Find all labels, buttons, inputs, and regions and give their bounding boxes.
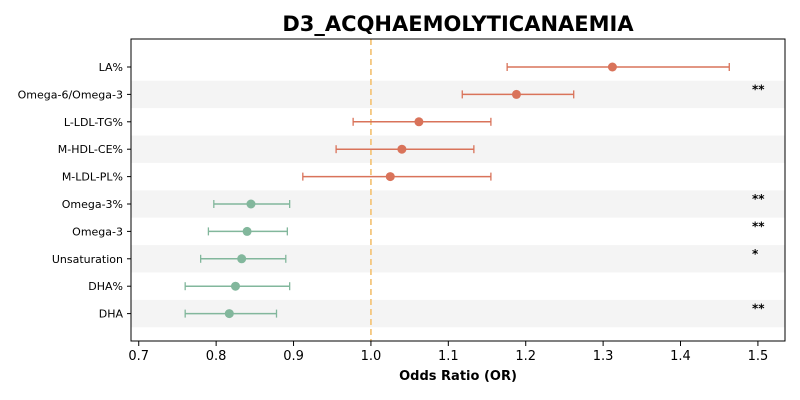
significance-marker: * bbox=[752, 247, 759, 261]
significance-marker: ** bbox=[752, 302, 765, 316]
significance-marker: ** bbox=[752, 192, 765, 206]
x-tick-label: 1.2 bbox=[515, 349, 536, 364]
or-point bbox=[385, 172, 395, 182]
forest-row: ** bbox=[461, 82, 765, 99]
or-point bbox=[230, 281, 240, 291]
y-tick-label: DHA% bbox=[88, 280, 123, 293]
forest-row: ** bbox=[207, 219, 765, 236]
significance-marker: ** bbox=[752, 82, 765, 96]
y-tick-label: L-LDL-TG% bbox=[64, 116, 123, 129]
or-point bbox=[607, 62, 617, 72]
significance-marker: ** bbox=[752, 219, 765, 233]
x-tick-label: 1.5 bbox=[748, 349, 769, 364]
forest-row bbox=[302, 172, 492, 182]
forest-row: ** bbox=[213, 192, 765, 209]
or-point bbox=[224, 309, 234, 319]
row-stripe bbox=[131, 80, 785, 109]
plot-frame bbox=[130, 38, 786, 342]
data-rows: ********* bbox=[184, 62, 765, 319]
forest-row bbox=[184, 281, 291, 291]
y-axis: LA% Omega-6/Omega-3 L-LDL-TG% M-HDL-CE% M-LD… bbox=[18, 61, 131, 321]
x-axis: 0.7 0.8 0.9 1.0 1.1 1.2 1.3 1.4 1.5 bbox=[128, 341, 768, 364]
x-tick-label: 0.9 bbox=[283, 349, 304, 364]
or-point bbox=[397, 144, 407, 154]
x-tick-label: 0.8 bbox=[206, 349, 227, 364]
chart-title: D3_ACQHAEMOLYTICANAEMIA bbox=[282, 12, 634, 36]
y-tick-label: DHA bbox=[99, 308, 124, 321]
or-point bbox=[414, 117, 424, 127]
y-tick-label: Omega-3 bbox=[72, 225, 123, 238]
or-point bbox=[237, 254, 247, 264]
y-tick-label: Unsaturation bbox=[52, 253, 123, 266]
forest-row: * bbox=[200, 247, 759, 264]
forest-row: ** bbox=[184, 302, 765, 319]
y-tick-label: Omega-6/Omega-3 bbox=[18, 88, 123, 101]
x-tick-label: 1.1 bbox=[438, 349, 459, 364]
forest-row bbox=[506, 62, 730, 72]
x-tick-label: 0.7 bbox=[128, 349, 149, 364]
y-tick-label: M-LDL-PL% bbox=[62, 171, 123, 184]
y-tick-label: LA% bbox=[99, 61, 123, 74]
y-tick-label: Omega-3% bbox=[62, 198, 123, 211]
forest-row bbox=[352, 117, 492, 127]
x-tick-label: 1.3 bbox=[593, 349, 614, 364]
or-point bbox=[246, 199, 256, 209]
x-tick-label: 1.0 bbox=[361, 349, 382, 364]
x-tick-label: 1.4 bbox=[670, 349, 691, 364]
x-axis-label: Odds Ratio (OR) bbox=[399, 369, 517, 384]
forest-row bbox=[335, 144, 475, 154]
y-tick-label: M-HDL-CE% bbox=[58, 143, 123, 156]
or-point bbox=[511, 89, 521, 99]
or-point bbox=[242, 226, 252, 236]
